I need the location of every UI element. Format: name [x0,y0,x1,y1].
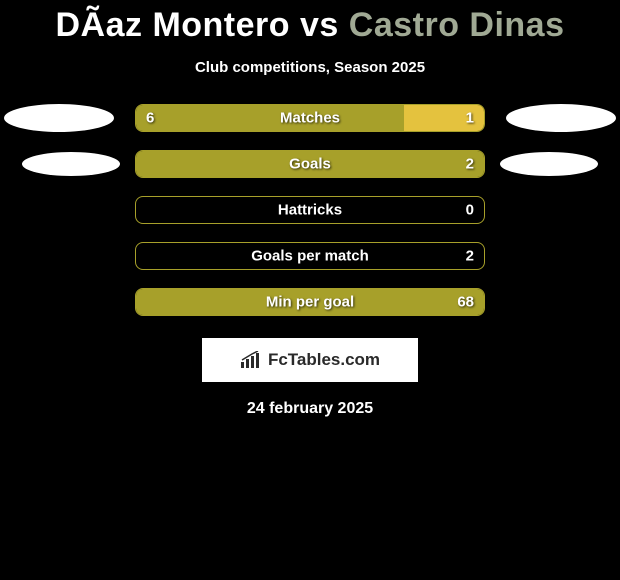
stat-label: Matches [136,110,484,127]
title-vs: vs [290,6,349,44]
stat-label: Goals per match [136,248,484,265]
stat-label: Hattricks [136,202,484,219]
player1-logo-placeholder [4,104,114,132]
player2-name: Castro Dinas [349,6,565,44]
chart-icon [240,351,262,369]
branding-text: FcTables.com [268,350,380,370]
stat-row: 68Min per goal [0,288,620,316]
branding-badge: FcTables.com [202,338,418,382]
comparison-container: DÃ­az Montero vs Castro Dinas Club compe… [0,0,620,418]
stat-bar: 68Min per goal [135,288,485,316]
stat-row: 61Matches [0,104,620,132]
player2-logo-placeholder [500,152,598,176]
stat-bar: 0Hattricks [135,196,485,224]
player2-logo-placeholder [506,104,616,132]
player1-name: DÃ­az Montero [55,6,290,44]
stat-bar: 2Goals [135,150,485,178]
stat-row: 2Goals [0,150,620,178]
stat-label: Goals [136,156,484,173]
stat-row: 0Hattricks [0,196,620,224]
stat-bar: 61Matches [135,104,485,132]
date-label: 24 february 2025 [0,400,620,418]
subtitle: Club competitions, Season 2025 [0,59,620,76]
stat-rows: 61Matches 2Goals 0Hattricks 2Goals per matc… [0,104,620,316]
page-title: DÃ­az Montero vs Castro Dinas [0,6,620,45]
player1-logo-placeholder [22,152,120,176]
stat-row: 2Goals per match [0,242,620,270]
stat-bar: 2Goals per match [135,242,485,270]
stat-label: Min per goal [136,294,484,311]
